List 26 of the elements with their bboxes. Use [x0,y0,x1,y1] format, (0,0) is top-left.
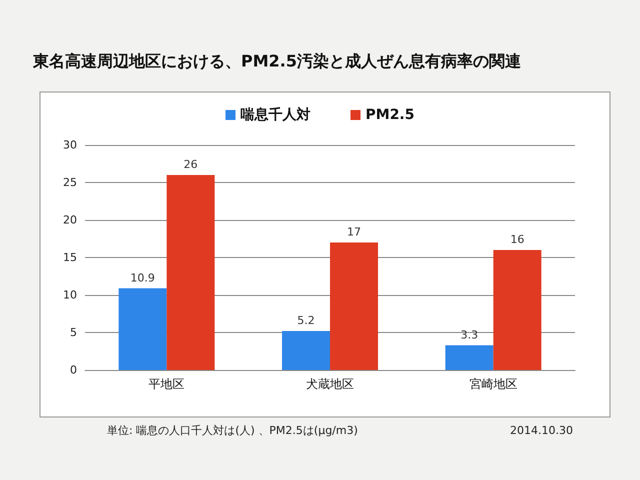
data-label: 26 [184,158,198,171]
y-tick-label: 0 [70,364,77,376]
chart-title: 東名高速周辺地区における、PM2.5汚染と成人ぜん息有病率の関連 [32,52,521,70]
bar [445,345,494,370]
x-tick-label: 平地区 [148,377,185,391]
x-tick-label: 犬蔵地区 [306,377,354,391]
bar [118,288,167,370]
x-tick-label: 宮崎地区 [469,377,518,391]
y-tick-label: 5 [70,326,77,339]
legend-label: PM2.5 [366,107,415,123]
data-label: 16 [510,233,524,246]
y-tick-label: 30 [63,138,77,152]
text: 2014.10.30 [510,424,573,437]
bar [330,242,378,370]
y-tick-label: 10 [63,288,77,302]
bar [493,250,542,370]
y-tick-label: 25 [63,176,77,189]
text: 単位: 喘息の人口千人対は(人) 、PM2.5は(μg/m3) [107,424,358,437]
y-tick-label: 20 [63,214,77,226]
bar [282,331,330,370]
data-label: 5.2 [297,314,315,327]
legend-label: 喘息千人対 [240,106,311,123]
data-label: 10.9 [130,271,155,284]
data-label: 17 [347,226,361,238]
bar [166,175,215,370]
y-tick-label: 15 [63,251,77,264]
